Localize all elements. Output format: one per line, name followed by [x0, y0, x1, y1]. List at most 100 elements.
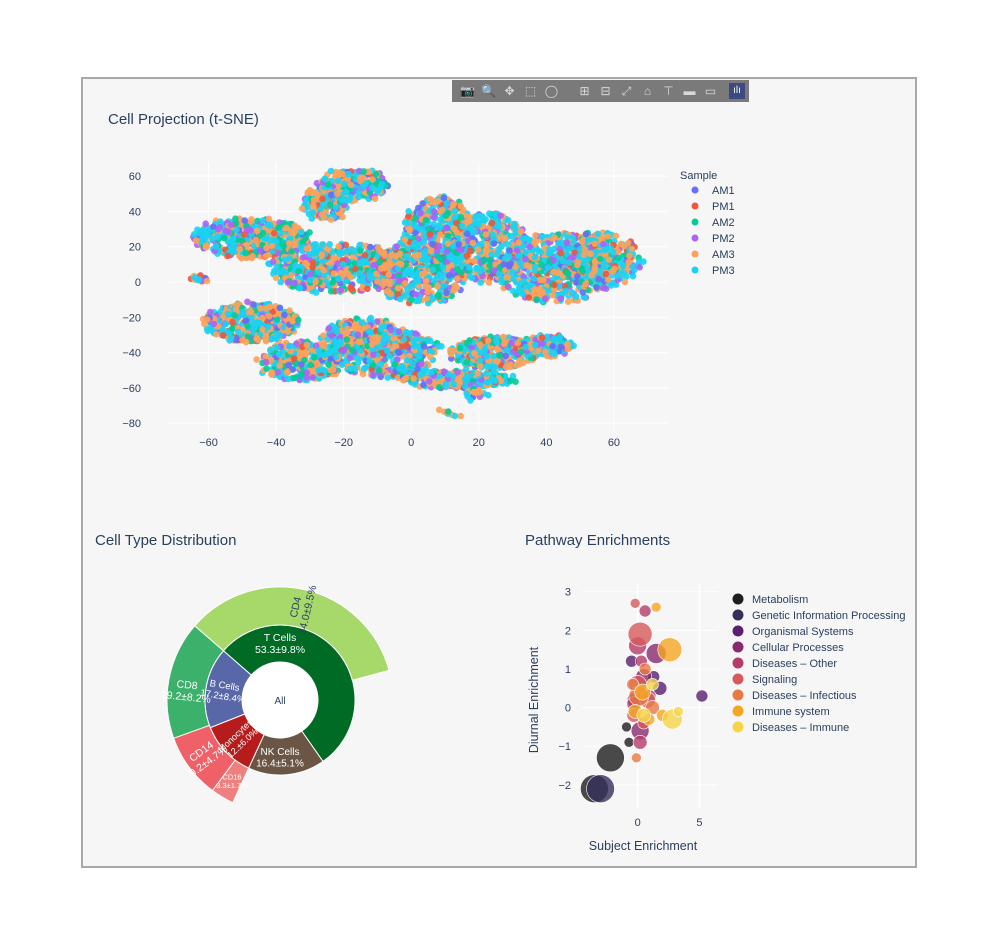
tsne-point[interactable] — [247, 226, 254, 234]
tsne-point[interactable] — [495, 270, 503, 278]
tsne-point[interactable] — [276, 219, 283, 226]
tsne-point[interactable] — [435, 291, 442, 299]
tsne-point[interactable] — [290, 355, 298, 362]
spike-lines-icon[interactable]: ⊤ — [663, 84, 674, 98]
tsne-point[interactable] — [334, 177, 342, 185]
tsne-point[interactable] — [401, 280, 409, 287]
tsne-point[interactable] — [307, 270, 314, 278]
tsne-point[interactable] — [265, 313, 273, 320]
tsne-point[interactable] — [434, 282, 441, 290]
tsne-point[interactable] — [463, 252, 471, 259]
tsne-point[interactable] — [436, 271, 443, 279]
tsne-point[interactable] — [562, 287, 569, 295]
tsne-point[interactable] — [292, 262, 299, 270]
tsne-point[interactable] — [274, 368, 282, 376]
tsne-point[interactable] — [565, 245, 572, 252]
tsne-point[interactable] — [397, 295, 404, 303]
tsne-point[interactable] — [268, 242, 276, 250]
tsne-point[interactable] — [397, 260, 405, 268]
tsne-point[interactable] — [235, 328, 242, 336]
tsne-point[interactable] — [257, 304, 264, 312]
tsne-point[interactable] — [437, 231, 444, 238]
tsne-point[interactable] — [437, 255, 445, 263]
tsne-point[interactable] — [455, 241, 463, 248]
tsne-point[interactable] — [574, 261, 581, 269]
tsne-point[interactable] — [422, 216, 430, 224]
tsne-point[interactable] — [298, 228, 305, 236]
tsne-point[interactable] — [387, 326, 395, 334]
tsne-point[interactable] — [249, 318, 256, 325]
tsne-point[interactable] — [477, 212, 485, 220]
tsne-point[interactable] — [419, 270, 426, 278]
tsne-point[interactable] — [466, 273, 474, 280]
tsne-point[interactable] — [473, 265, 481, 272]
hover-compare-icon[interactable]: ▭ — [704, 84, 717, 98]
tsne-point[interactable] — [426, 230, 434, 238]
tsne-point[interactable] — [557, 249, 564, 257]
tsne-point[interactable] — [375, 285, 382, 293]
tsne-point[interactable] — [242, 249, 250, 257]
tsne-point[interactable] — [346, 354, 354, 362]
tsne-point[interactable] — [262, 358, 270, 366]
tsne-point[interactable] — [309, 259, 317, 267]
tsne-point[interactable] — [480, 256, 488, 264]
tsne-point[interactable] — [268, 369, 276, 376]
tsne-point[interactable] — [338, 361, 346, 369]
tsne-point[interactable] — [306, 229, 313, 236]
tsne-point[interactable] — [483, 247, 491, 254]
tsne-point[interactable] — [505, 262, 513, 270]
tsne-point[interactable] — [210, 320, 218, 328]
tsne-point[interactable] — [338, 249, 345, 257]
tsne-point[interactable] — [259, 229, 267, 237]
tsne-point[interactable] — [209, 235, 216, 243]
tsne-point[interactable] — [435, 222, 443, 229]
tsne-point[interactable] — [327, 260, 335, 267]
tsne-point[interactable] — [325, 325, 333, 332]
tsne-point[interactable] — [259, 217, 267, 224]
tsne-point[interactable] — [343, 196, 350, 204]
tsne-point[interactable] — [310, 203, 317, 210]
tsne-point[interactable] — [477, 279, 485, 286]
tsne-point[interactable] — [347, 181, 355, 188]
tsne-point[interactable] — [471, 257, 478, 265]
tsne-point[interactable] — [315, 347, 323, 354]
tsne-point[interactable] — [293, 340, 300, 348]
tsne-point[interactable] — [283, 224, 290, 232]
tsne-point[interactable] — [273, 263, 281, 271]
tsne-point[interactable] — [302, 259, 309, 267]
tsne-point[interactable] — [327, 216, 335, 223]
tsne-point[interactable] — [307, 361, 314, 369]
tsne-point[interactable] — [519, 290, 527, 298]
tsne-point[interactable] — [202, 220, 209, 227]
tsne-point[interactable] — [520, 278, 528, 285]
tsne-point[interactable] — [510, 275, 517, 283]
tsne-point[interactable] — [310, 189, 318, 196]
tsne-point[interactable] — [600, 263, 608, 271]
tsne-point[interactable] — [366, 357, 373, 364]
tsne-point[interactable] — [263, 244, 270, 252]
tsne-point[interactable] — [284, 328, 292, 335]
tsne-point[interactable] — [232, 219, 240, 227]
tsne-point[interactable] — [386, 353, 394, 360]
tsne-point[interactable] — [335, 243, 343, 250]
tsne-point[interactable] — [284, 279, 292, 286]
tsne-point[interactable] — [347, 284, 355, 291]
tsne-point[interactable] — [272, 274, 280, 282]
lasso-select-icon[interactable]: ◯ — [544, 84, 559, 98]
tsne-point[interactable] — [310, 196, 318, 204]
tsne-point[interactable] — [337, 286, 345, 294]
tsne-point[interactable] — [264, 221, 272, 229]
tsne-point[interactable] — [361, 252, 369, 259]
tsne-point[interactable] — [515, 252, 522, 260]
tsne-point[interactable] — [247, 218, 255, 226]
tsne-point[interactable] — [458, 223, 466, 230]
tsne-point[interactable] — [377, 325, 385, 332]
tsne-point[interactable] — [443, 200, 451, 207]
tsne-point[interactable] — [412, 278, 420, 285]
tsne-point[interactable] — [446, 254, 454, 261]
tsne-point[interactable] — [550, 268, 558, 276]
tsne-point[interactable] — [327, 167, 335, 175]
tsne-point[interactable] — [222, 227, 230, 235]
tsne-point[interactable] — [241, 217, 249, 224]
tsne-point[interactable] — [369, 184, 376, 192]
